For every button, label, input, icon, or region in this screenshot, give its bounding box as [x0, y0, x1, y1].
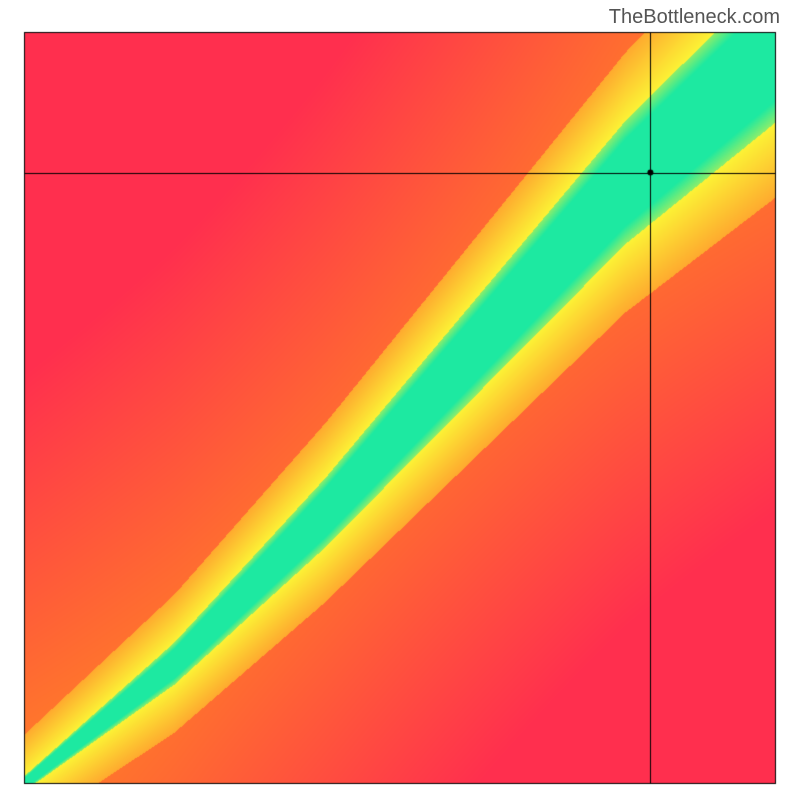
heatmap-canvas [0, 0, 800, 800]
chart-container: TheBottleneck.com [0, 0, 800, 800]
watermark-text: TheBottleneck.com [609, 6, 780, 29]
